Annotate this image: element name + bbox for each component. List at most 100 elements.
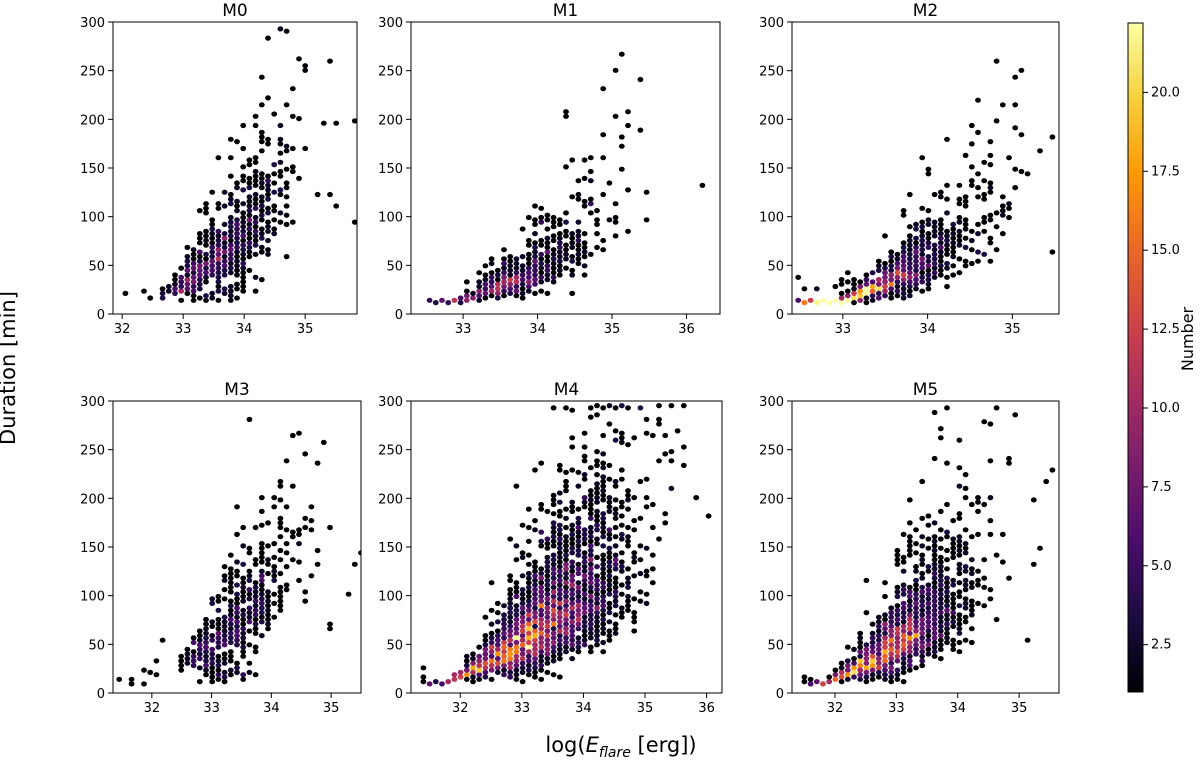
- hexbin-cell: [937, 221, 944, 227]
- hexbin-cell: [900, 600, 907, 607]
- hexbin-cell: [271, 573, 278, 579]
- hexbin-cell: [296, 56, 302, 62]
- hexbin-cell: [507, 254, 514, 260]
- hexbin-cell: [277, 524, 284, 531]
- hexbin-cell: [252, 580, 259, 586]
- hexbin-cell: [258, 139, 265, 145]
- x-tick-label: 35: [1011, 701, 1028, 716]
- hexbin-cell: [888, 665, 895, 671]
- hexbin-cell: [937, 596, 944, 602]
- hexbin-cell: [302, 598, 309, 604]
- hexbin-cell: [507, 637, 514, 643]
- hexbin-cell: [906, 237, 913, 244]
- axes-frame: [791, 400, 1060, 694]
- hexbin-cell: [488, 635, 495, 641]
- hexbin-cell: [587, 635, 594, 641]
- hexbin-cell: [832, 672, 839, 678]
- hexbin-cell: [944, 612, 950, 618]
- hexbin-cell: [221, 240, 228, 246]
- hexbin-cell: [532, 596, 538, 602]
- hexbin-cell: [227, 658, 234, 664]
- hexbin-cell: [265, 603, 271, 609]
- hexbin-cell: [215, 237, 222, 244]
- hexbin-cell: [227, 580, 234, 586]
- hexbin-cell: [532, 623, 538, 630]
- hexbin-cell: [488, 621, 495, 627]
- hexbin-cells: [122, 26, 357, 303]
- hexbin-cell: [832, 676, 839, 682]
- hexbin-cell: [594, 499, 600, 505]
- hexbin-cell: [525, 667, 532, 673]
- hexbin-cell: [844, 672, 851, 678]
- hexbin-cell: [221, 628, 228, 634]
- hexbin-cell: [962, 221, 969, 227]
- hexbin-cell: [277, 478, 284, 485]
- hexbin-cell: [801, 286, 808, 292]
- hexbin-cell: [172, 272, 178, 278]
- hexbin-cell: [931, 598, 938, 604]
- hexbin-cell: [919, 478, 926, 485]
- hexbin-cell: [234, 272, 240, 278]
- hexbin-cell: [956, 228, 963, 234]
- hexbin-cell: [190, 270, 197, 276]
- hexbin-cell: [277, 589, 284, 595]
- hexbin-cell: [606, 568, 613, 574]
- y-tick-label: 100: [378, 590, 403, 605]
- hexbin-cell: [209, 290, 216, 296]
- hexbin-cell: [252, 155, 259, 161]
- hexbin-cell: [612, 524, 619, 531]
- hexbin-cell: [869, 297, 876, 303]
- hexbin-cell: [252, 616, 259, 623]
- hexbin-cell: [196, 679, 203, 685]
- hexbin-cell: [649, 580, 656, 586]
- hexbin-cell: [581, 254, 588, 260]
- hexbin-cell: [937, 587, 944, 593]
- hexbin-cell: [227, 201, 234, 207]
- hexbin-cell: [569, 522, 576, 528]
- hexbin-cell: [550, 552, 557, 558]
- hexbin-cell: [882, 593, 888, 600]
- hexbin-cell: [513, 543, 520, 549]
- hexbin-cell: [563, 219, 569, 225]
- hexbin-cell: [283, 564, 290, 570]
- hexbin-cell: [919, 616, 926, 623]
- hexbin-cell: [501, 283, 507, 290]
- hexbin-cell: [906, 598, 913, 604]
- hexbin-cell: [838, 674, 845, 680]
- hexbin-cell: [246, 550, 253, 556]
- hexbin-cell: [203, 293, 209, 299]
- hexbin-cell: [507, 623, 514, 630]
- hexbin-cell: [569, 258, 576, 264]
- hexbin-cell: [532, 267, 538, 273]
- hexbin-cell: [987, 152, 994, 158]
- hexbin-cell: [519, 573, 526, 579]
- hexbin-cell: [900, 669, 907, 676]
- hexbin-cell: [575, 593, 582, 600]
- hexbin-cell: [277, 593, 284, 600]
- hexbin-cell: [975, 194, 981, 200]
- hexbin-cell: [215, 635, 222, 641]
- hexbin-cell: [575, 566, 582, 572]
- hexbin-cell: [606, 545, 613, 551]
- hexbin-cell: [594, 605, 600, 611]
- hexbin-cell: [869, 639, 876, 646]
- hexbin-cell: [525, 635, 532, 641]
- hexbin-cell: [246, 573, 253, 579]
- hexbin-cell: [196, 628, 203, 634]
- hexbin-cell: [482, 637, 489, 643]
- hexbin-cell: [246, 221, 253, 227]
- hexbin-cell: [882, 621, 888, 627]
- hexbin-cell: [625, 228, 631, 234]
- hexbin-cell: [550, 224, 557, 230]
- hexbin-cell: [488, 649, 495, 655]
- hexbin-cell: [302, 515, 309, 521]
- hexbin-cell: [184, 646, 191, 653]
- hexbin-cell: [221, 235, 228, 241]
- hexbin-cell: [913, 564, 919, 570]
- hexbin-cell: [569, 541, 576, 547]
- hexbin-cell: [221, 637, 228, 643]
- hexbin-cell: [525, 274, 532, 280]
- hexbin-cell: [196, 267, 203, 273]
- hexbin-cell: [246, 605, 253, 611]
- hexbin-cell: [470, 290, 476, 296]
